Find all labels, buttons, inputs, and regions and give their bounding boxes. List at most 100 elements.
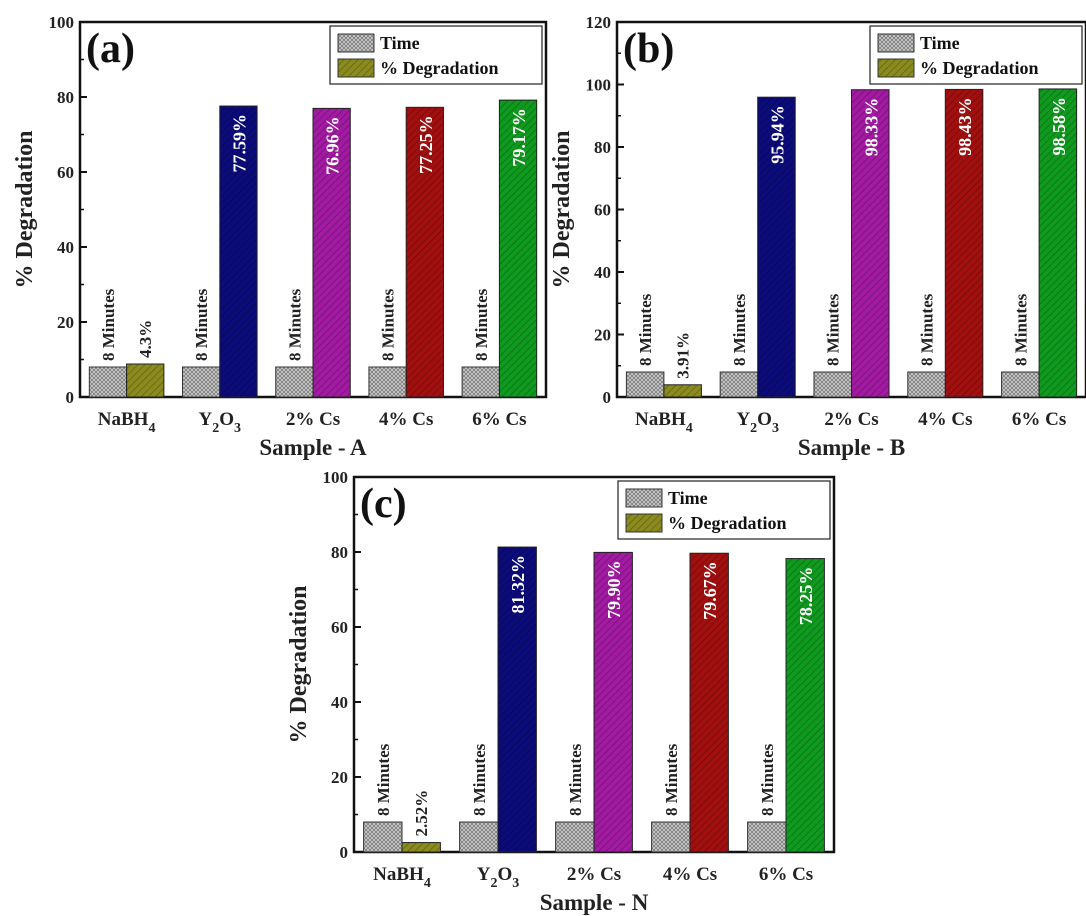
bar-label-degradation: 98.33% bbox=[861, 98, 881, 157]
y-tick-label: 100 bbox=[49, 13, 75, 32]
bar-degradation bbox=[1038, 88, 1078, 398]
x-tick-label: 2% Cs bbox=[286, 409, 340, 430]
bar-time bbox=[363, 821, 403, 853]
bar-degradation bbox=[405, 106, 444, 398]
chart-panel-a: 0 20 40 60 80 100 % Degradation (a) 8 Minutes 4.3… bbox=[12, 13, 548, 460]
bar-label-time: 8 Minutes bbox=[99, 288, 118, 361]
bar-degradation bbox=[497, 546, 537, 853]
bar-degradation bbox=[593, 551, 633, 853]
x-axis-label: Sample - N bbox=[540, 890, 649, 915]
bar-label-degradation: 3.91% bbox=[674, 332, 693, 379]
bar-label-time: 8 Minutes bbox=[374, 743, 393, 816]
legend-label-degradation: % Degradation bbox=[920, 58, 1039, 78]
bar-degradation bbox=[312, 107, 351, 398]
legend-swatch-time bbox=[337, 33, 375, 53]
bar-time bbox=[182, 366, 221, 398]
panel-label: (a) bbox=[86, 26, 135, 72]
x-tick-label: 2% Cs bbox=[567, 864, 621, 885]
bar-degradation bbox=[689, 552, 729, 853]
bar-time bbox=[907, 371, 946, 398]
x-tick-label: NaBH4 bbox=[635, 409, 693, 436]
bar-label-time: 8 Minutes bbox=[636, 293, 655, 366]
y-tick-label: 0 bbox=[340, 843, 349, 862]
bar-label-degradation: 79.67% bbox=[700, 561, 720, 620]
y-tick-label: 80 bbox=[57, 88, 74, 107]
bar-degradation bbox=[219, 105, 258, 398]
bar-degradation bbox=[944, 88, 984, 398]
x-tick-label: NaBH4 bbox=[98, 409, 156, 436]
x-axis-label: Sample - B bbox=[798, 435, 905, 460]
y-tick-label: 40 bbox=[57, 238, 74, 257]
legend: Time % Degradation bbox=[617, 480, 831, 540]
bar-time bbox=[275, 366, 314, 398]
bar-label-degradation: 98.43% bbox=[955, 97, 975, 156]
x-tick-label: Y2O3 bbox=[477, 864, 520, 891]
bar-time bbox=[459, 821, 499, 853]
bar-time bbox=[625, 371, 665, 398]
bar-label-time: 8 Minutes bbox=[470, 743, 489, 816]
bar-label-degradation: 2.52% bbox=[412, 790, 431, 837]
legend: Time % Degradation bbox=[869, 25, 1083, 85]
bar-degradation bbox=[851, 89, 890, 398]
legend-label-time: Time bbox=[920, 33, 960, 53]
legend-swatch-time bbox=[877, 33, 915, 53]
x-tick-label: 6% Cs bbox=[1012, 409, 1066, 430]
bar-label-time: 8 Minutes bbox=[662, 743, 681, 816]
y-axis-label: % Degradation bbox=[12, 131, 38, 289]
y-tick-label: 20 bbox=[594, 326, 611, 345]
bar-label-degradation: 81.32% bbox=[508, 555, 528, 614]
x-tick-label: Y2O3 bbox=[199, 409, 242, 436]
bar-time bbox=[747, 821, 787, 853]
x-tick-label: 6% Cs bbox=[759, 864, 813, 885]
bar-degradation bbox=[401, 842, 441, 853]
bar-time bbox=[813, 371, 852, 398]
bar-time bbox=[368, 366, 407, 398]
y-axis-label: % Degradation bbox=[549, 131, 575, 289]
bar-label-time: 8 Minutes bbox=[758, 743, 777, 816]
y-tick-label: 20 bbox=[57, 313, 74, 332]
x-tick-label: 4% Cs bbox=[663, 864, 717, 885]
legend-swatch-degradation bbox=[877, 58, 915, 78]
bar-label-degradation: 79.17% bbox=[509, 108, 529, 167]
y-tick-label: 60 bbox=[331, 618, 348, 637]
legend-label-degradation: % Degradation bbox=[668, 513, 787, 533]
bar-label-time: 8 Minutes bbox=[730, 293, 749, 366]
x-axis-label: Sample - A bbox=[259, 435, 367, 460]
y-tick-label: 0 bbox=[603, 388, 612, 407]
bar-label-time: 8 Minutes bbox=[918, 293, 937, 366]
bar-time bbox=[88, 366, 128, 398]
panel-label: (b) bbox=[623, 26, 674, 72]
bar-label-degradation: 4.3% bbox=[136, 320, 155, 358]
bar-label-time: 8 Minutes bbox=[285, 288, 304, 361]
y-tick-label: 80 bbox=[331, 543, 348, 562]
bar-label-time: 8 Minutes bbox=[566, 743, 585, 816]
legend-label-time: Time bbox=[668, 488, 708, 508]
bar-time bbox=[1001, 371, 1040, 398]
bar-label-degradation: 77.59% bbox=[229, 114, 249, 173]
bar-time bbox=[555, 821, 595, 853]
bar-label-degradation: 77.25% bbox=[416, 115, 436, 174]
x-tick-label: 4% Cs bbox=[918, 409, 972, 430]
bar-degradation bbox=[785, 558, 825, 853]
chart-panel-b: 0 20 40 60 80 100 120 % Degradation (b) 8 Minutes… bbox=[549, 13, 1086, 460]
bar-degradation bbox=[663, 384, 702, 398]
x-tick-label: 6% Cs bbox=[472, 409, 526, 430]
y-tick-label: 20 bbox=[331, 768, 348, 787]
chart-panel-c: 0 20 40 60 80 100 % Degradation (c) 8 Minutes 2.5… bbox=[286, 468, 836, 915]
bar-label-degradation: 79.90% bbox=[604, 560, 624, 619]
bar-label-time: 8 Minutes bbox=[192, 288, 211, 361]
x-tick-label: NaBH4 bbox=[373, 864, 431, 891]
y-tick-label: 0 bbox=[66, 388, 75, 407]
bar-label-degradation: 78.25% bbox=[796, 567, 816, 626]
y-tick-label: 100 bbox=[586, 76, 612, 95]
legend-swatch-degradation bbox=[337, 58, 375, 78]
bar-degradation bbox=[757, 96, 796, 398]
bar-label-degradation: 95.94% bbox=[767, 105, 787, 164]
x-tick-label: 2% Cs bbox=[824, 409, 878, 430]
bar-label-time: 8 Minutes bbox=[1011, 293, 1030, 366]
bar-label-time: 8 Minutes bbox=[824, 293, 843, 366]
x-tick-label: Y2O3 bbox=[736, 409, 779, 436]
bar-time bbox=[719, 371, 759, 398]
legend-label-degradation: % Degradation bbox=[380, 58, 499, 78]
